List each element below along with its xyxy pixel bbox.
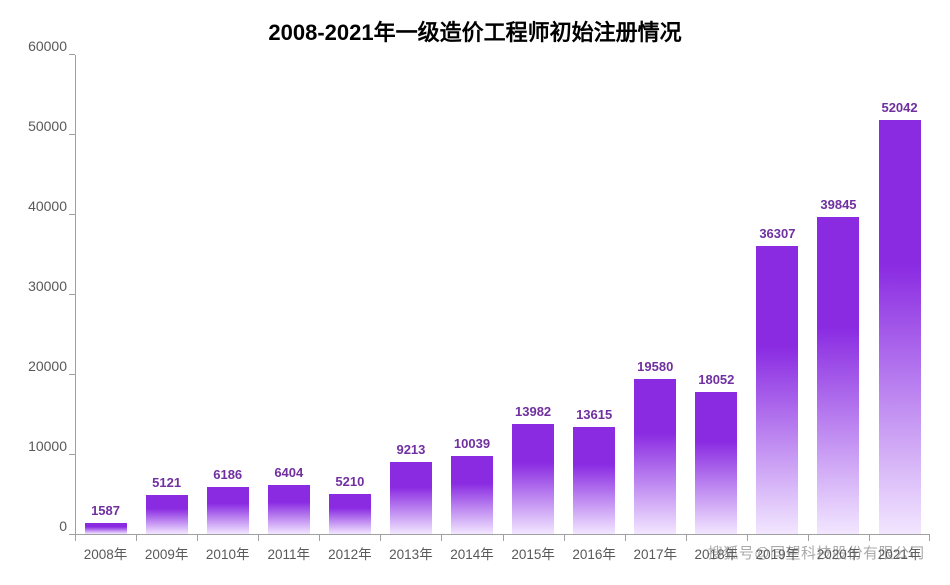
y-tick [69, 534, 75, 535]
bars-row: 1587 5121 6186 6404 5210 9213 10039 13982 13615 1… [75, 55, 930, 535]
bar-slot: 13615 [564, 55, 625, 535]
bar [572, 426, 616, 535]
bar-value-label: 52042 [881, 100, 917, 115]
x-tick-label: 2016年 [564, 543, 625, 563]
bar-slot: 9213 [380, 55, 441, 535]
bar-value-label: 39845 [820, 197, 856, 212]
x-tick-label: 2014年 [441, 543, 502, 563]
bar-value-label: 9213 [396, 442, 425, 457]
bar [755, 245, 799, 535]
x-tick [75, 535, 76, 541]
bar-value-label: 13982 [515, 404, 551, 419]
y-tick-label: 10000 [28, 438, 67, 454]
bar [816, 216, 860, 535]
y-tick-label: 30000 [28, 278, 67, 294]
y-axis-line [75, 55, 76, 535]
bar [694, 391, 738, 535]
bar-slot: 6404 [258, 55, 319, 535]
x-tick [380, 535, 381, 541]
y-tick-label: 40000 [28, 198, 67, 214]
bar-value-label: 5121 [152, 475, 181, 490]
bar-slot: 5121 [136, 55, 197, 535]
x-tick [625, 535, 626, 541]
bar-slot: 5210 [319, 55, 380, 535]
x-tick-label: 2008年 [75, 543, 136, 563]
x-tick-label: 2019年 [747, 543, 808, 563]
y-tick [69, 454, 75, 455]
bar-value-label: 13615 [576, 407, 612, 422]
x-tick-label: 2021年 [869, 543, 930, 563]
bar-slot: 18052 [686, 55, 747, 535]
x-tick [686, 535, 687, 541]
x-tick [747, 535, 748, 541]
bar [450, 455, 494, 535]
x-tick-label: 2012年 [319, 543, 380, 563]
y-tick-label: 50000 [28, 118, 67, 134]
y-tick [69, 54, 75, 55]
x-tick [869, 535, 870, 541]
bar-slot: 1587 [75, 55, 136, 535]
bar [511, 423, 555, 535]
bar [267, 484, 311, 535]
bar-slot: 13982 [503, 55, 564, 535]
bar [389, 461, 433, 535]
plot-area: 1587 5121 6186 6404 5210 9213 10039 13982 13615 1… [75, 55, 930, 535]
x-tick-label: 2017年 [625, 543, 686, 563]
bar-value-label: 10039 [454, 436, 490, 451]
x-tick-label: 2015年 [503, 543, 564, 563]
bar [145, 494, 189, 535]
bar [328, 493, 372, 535]
x-tick [197, 535, 198, 541]
x-tick-label: 2018年 [686, 543, 747, 563]
x-tick-label: 2011年 [258, 543, 319, 563]
bar-value-label: 6404 [274, 465, 303, 480]
bar-value-label: 6186 [213, 467, 242, 482]
bar-slot: 19580 [625, 55, 686, 535]
x-tick [929, 535, 930, 541]
y-tick-label: 0 [59, 518, 67, 534]
bar-slot: 52042 [869, 55, 930, 535]
y-tick-label: 60000 [28, 38, 67, 54]
x-tick-label: 2020年 [808, 543, 869, 563]
x-tick [136, 535, 137, 541]
bar [878, 119, 922, 535]
x-axis-line [75, 534, 930, 535]
chart-title: 2008-2021年一级造价工程师初始注册情况 [0, 15, 950, 47]
x-tick [319, 535, 320, 541]
chart-container: 2008-2021年一级造价工程师初始注册情况 1587 5121 6186 6404… [0, 0, 950, 585]
x-tick-label: 2013年 [380, 543, 441, 563]
bar-value-label: 36307 [759, 226, 795, 241]
bar-slot: 10039 [441, 55, 502, 535]
y-tick [69, 214, 75, 215]
x-tick [564, 535, 565, 541]
bar-value-label: 5210 [335, 474, 364, 489]
y-tick-label: 20000 [28, 358, 67, 374]
y-tick [69, 294, 75, 295]
bar [206, 486, 250, 535]
bar-slot: 36307 [747, 55, 808, 535]
x-tick [258, 535, 259, 541]
bar-slot: 6186 [197, 55, 258, 535]
x-tick-label: 2010年 [197, 543, 258, 563]
bar-value-label: 1587 [91, 503, 120, 518]
x-tick [808, 535, 809, 541]
x-tick [503, 535, 504, 541]
x-tick [441, 535, 442, 541]
bar-value-label: 19580 [637, 359, 673, 374]
x-axis-labels: 2008年2009年2010年2011年2012年2013年2014年2015年… [75, 543, 930, 563]
bar [633, 378, 677, 535]
bar-slot: 39845 [808, 55, 869, 535]
y-tick [69, 374, 75, 375]
x-tick-label: 2009年 [136, 543, 197, 563]
bar-value-label: 18052 [698, 372, 734, 387]
y-tick [69, 134, 75, 135]
